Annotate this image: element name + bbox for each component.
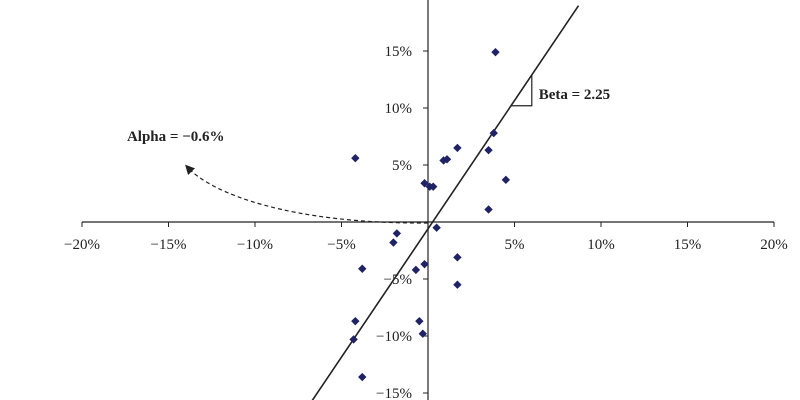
data-point	[358, 372, 367, 382]
annotations: Beta = 2.25 Alpha = −0.6%	[127, 87, 610, 145]
y-tick-label: −10%	[376, 329, 412, 345]
data-point	[358, 264, 367, 273]
data-point	[428, 182, 438, 191]
data-point	[491, 47, 500, 57]
data-points	[349, 47, 511, 382]
regression	[185, 5, 580, 400]
x-tick-label: 20%	[760, 237, 788, 253]
x-tick-label: −15%	[151, 237, 187, 253]
data-point	[420, 179, 429, 188]
data-point	[453, 143, 462, 153]
alpha-annotation: Alpha = −0.6%	[127, 129, 225, 145]
data-point	[415, 316, 424, 326]
data-point	[432, 223, 441, 232]
data-point	[489, 128, 498, 138]
beta-slope-triangle	[511, 74, 533, 107]
alpha-arrow	[185, 164, 429, 224]
y-tick-label: 10%	[385, 101, 413, 117]
data-point	[351, 316, 360, 326]
data-point	[484, 205, 493, 214]
data-point	[420, 259, 429, 269]
beta-annotation: Beta = 2.25	[539, 87, 610, 103]
data-point	[349, 335, 358, 344]
y-tick-label: 5%	[392, 158, 412, 174]
data-point	[484, 145, 493, 155]
data-point	[501, 175, 511, 185]
data-point	[411, 265, 421, 275]
regression-line	[311, 5, 580, 400]
y-tick-label: 15%	[385, 44, 413, 60]
data-point	[389, 238, 398, 247]
x-tick-label: −20%	[64, 237, 100, 253]
data-point	[418, 329, 428, 338]
y-tick-label: −15%	[376, 386, 412, 400]
data-point	[453, 280, 462, 289]
x-tick-label: 15%	[674, 237, 702, 253]
x-tick-label: 5%	[505, 237, 525, 253]
data-point	[453, 253, 462, 262]
data-point	[392, 229, 402, 238]
x-tick-label: −5%	[327, 237, 355, 253]
x-tick-label: −10%	[237, 237, 273, 253]
x-tick-label: 10%	[587, 237, 615, 253]
axes	[82, 0, 774, 400]
data-point	[351, 153, 360, 163]
data-point	[442, 155, 452, 164]
ticks: −20% −15% −10% −5% 5% 10% 15% 20%15%10%5%−5%−10…	[64, 44, 788, 400]
